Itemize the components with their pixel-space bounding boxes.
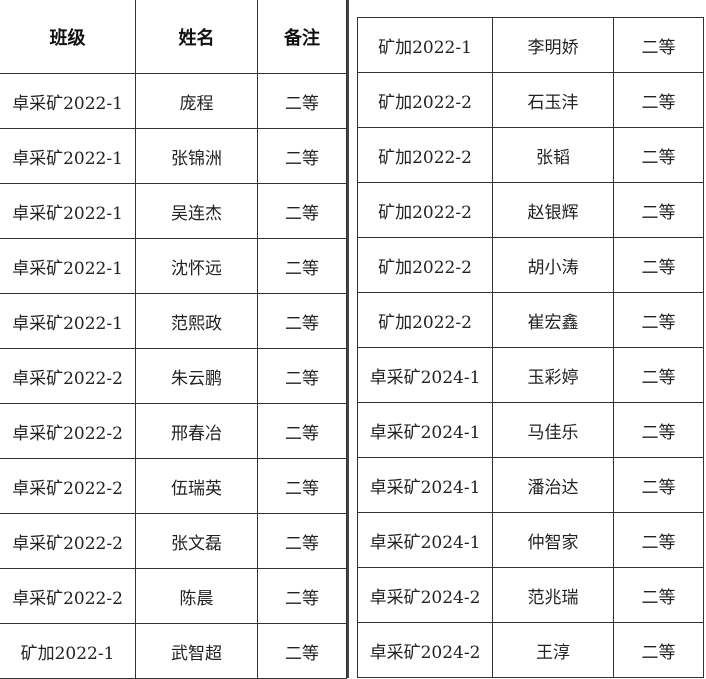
table-row: 卓采矿2022-2 陈晨 二等 <box>0 568 347 624</box>
cell-class: 卓采矿2024-1 <box>357 402 493 458</box>
cell-name: 张文磊 <box>135 513 258 569</box>
table-row: 矿加2022-2 胡小涛 二等 <box>357 237 704 293</box>
cell-remark: 二等 <box>257 293 347 349</box>
table-row: 卓采矿2022-1 范熙政 二等 <box>0 293 347 349</box>
cell-class: 卓采矿2022-1 <box>0 183 136 239</box>
table-row: 矿加2022-1 武智超 二等 <box>0 623 347 679</box>
table-row: 卓采矿2024-1 玉彩婷 二等 <box>357 347 704 403</box>
table-row: 卓采矿2022-1 庞程 二等 <box>0 73 347 129</box>
cell-remark: 二等 <box>613 17 704 73</box>
cell-name: 吴连杰 <box>135 183 258 239</box>
table-row: 卓采矿2022-2 朱云鹏 二等 <box>0 348 347 404</box>
table-row: 矿加2022-2 赵银辉 二等 <box>357 182 704 238</box>
table-row: 卓采矿2024-1 马佳乐 二等 <box>357 402 704 458</box>
cell-class: 卓采矿2022-1 <box>0 238 136 294</box>
cell-remark: 二等 <box>257 128 347 184</box>
header-class: 班级 <box>0 0 136 74</box>
table-row: 矿加2022-2 张韬 二等 <box>357 127 704 183</box>
header-remark: 备注 <box>257 0 347 74</box>
table-row: 卓采矿2022-2 张文磊 二等 <box>0 513 347 569</box>
cell-remark: 二等 <box>613 72 704 128</box>
cell-name: 潘治达 <box>492 457 614 513</box>
cell-class: 矿加2022-2 <box>357 292 493 348</box>
cell-class: 卓采矿2024-2 <box>357 622 493 678</box>
cell-name: 马佳乐 <box>492 402 614 458</box>
cell-name: 沈怀远 <box>135 238 258 294</box>
cell-class: 卓采矿2024-2 <box>357 567 493 623</box>
table-row: 卓采矿2022-2 伍瑞英 二等 <box>0 458 347 514</box>
table-row: 矿加2022-1 李明娇 二等 <box>357 17 704 73</box>
cell-remark: 二等 <box>257 458 347 514</box>
cell-remark: 二等 <box>613 292 704 348</box>
table-row: 卓采矿2024-1 仲智家 二等 <box>357 512 704 568</box>
cell-class: 卓采矿2024-1 <box>357 512 493 568</box>
table-header-row: 班级 姓名 备注 <box>0 0 347 74</box>
cell-class: 矿加2022-2 <box>357 72 493 128</box>
cell-remark: 二等 <box>613 127 704 183</box>
cell-name: 庞程 <box>135 73 258 129</box>
table-row: 矿加2022-2 石玉沣 二等 <box>357 72 704 128</box>
cell-class: 卓采矿2022-2 <box>0 568 136 624</box>
cell-remark: 二等 <box>257 183 347 239</box>
cell-name: 朱云鹏 <box>135 348 258 404</box>
cell-remark: 二等 <box>257 238 347 294</box>
cell-name: 范兆瑞 <box>492 567 614 623</box>
cell-remark: 二等 <box>257 403 347 459</box>
table-row: 卓采矿2024-1 潘治达 二等 <box>357 457 704 513</box>
cell-remark: 二等 <box>257 348 347 404</box>
award-table-left: 班级 姓名 备注 卓采矿2022-1 庞程 二等 卓采矿2022-1 张锦洲 二等 卓采矿2… <box>0 0 347 679</box>
cell-name: 陈晨 <box>135 568 258 624</box>
cell-name: 武智超 <box>135 623 258 679</box>
table-row: 卓采矿2022-1 张锦洲 二等 <box>0 128 347 184</box>
table-row: 卓采矿2024-2 范兆瑞 二等 <box>357 567 704 623</box>
cell-class: 卓采矿2022-1 <box>0 128 136 184</box>
cell-class: 卓采矿2024-1 <box>357 457 493 513</box>
cell-name: 胡小涛 <box>492 237 614 293</box>
cell-name: 李明娇 <box>492 17 614 73</box>
cell-class: 卓采矿2022-1 <box>0 293 136 349</box>
cell-name: 崔宏鑫 <box>492 292 614 348</box>
cell-class: 矿加2022-2 <box>357 182 493 238</box>
cell-remark: 二等 <box>257 513 347 569</box>
cell-remark: 二等 <box>613 347 704 403</box>
cell-name: 邢春冶 <box>135 403 258 459</box>
cell-name: 玉彩婷 <box>492 347 614 403</box>
column-divider <box>347 0 349 678</box>
table-row: 卓采矿2022-2 邢春冶 二等 <box>0 403 347 459</box>
cell-remark: 二等 <box>257 568 347 624</box>
cell-name: 石玉沣 <box>492 72 614 128</box>
cell-class: 卓采矿2022-2 <box>0 458 136 514</box>
table-row: 卓采矿2024-2 王淳 二等 <box>357 622 704 678</box>
cell-class: 卓采矿2024-1 <box>357 347 493 403</box>
table-row: 卓采矿2022-1 吴连杰 二等 <box>0 183 347 239</box>
cell-remark: 二等 <box>613 457 704 513</box>
cell-class: 矿加2022-1 <box>0 623 136 679</box>
award-table-right: 矿加2022-1 李明娇 二等 矿加2022-2 石玉沣 二等 矿加2022-2 张韬 二等 矿加… <box>357 17 704 678</box>
cell-class: 卓采矿2022-1 <box>0 73 136 129</box>
cell-class: 矿加2022-2 <box>357 127 493 183</box>
cell-remark: 二等 <box>613 567 704 623</box>
cell-class: 卓采矿2022-2 <box>0 513 136 569</box>
cell-name: 张锦洲 <box>135 128 258 184</box>
table-row: 卓采矿2022-1 沈怀远 二等 <box>0 238 347 294</box>
cell-remark: 二等 <box>613 622 704 678</box>
cell-name: 仲智家 <box>492 512 614 568</box>
table-row: 矿加2022-2 崔宏鑫 二等 <box>357 292 704 348</box>
cell-class: 矿加2022-2 <box>357 237 493 293</box>
cell-remark: 二等 <box>257 73 347 129</box>
cell-name: 范熙政 <box>135 293 258 349</box>
cell-remark: 二等 <box>257 623 347 679</box>
header-name: 姓名 <box>135 0 258 74</box>
cell-class: 矿加2022-1 <box>357 17 493 73</box>
cell-name: 伍瑞英 <box>135 458 258 514</box>
cell-name: 张韬 <box>492 127 614 183</box>
cell-remark: 二等 <box>613 512 704 568</box>
cell-name: 王淳 <box>492 622 614 678</box>
cell-remark: 二等 <box>613 237 704 293</box>
cell-remark: 二等 <box>613 182 704 238</box>
cell-class: 卓采矿2022-2 <box>0 403 136 459</box>
cell-name: 赵银辉 <box>492 182 614 238</box>
cell-remark: 二等 <box>613 402 704 458</box>
cell-class: 卓采矿2022-2 <box>0 348 136 404</box>
